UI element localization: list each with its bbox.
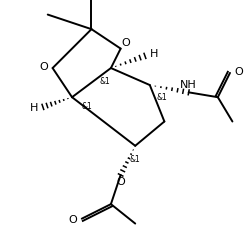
Text: O: O: [40, 62, 48, 72]
Text: O: O: [116, 177, 124, 187]
Text: H: H: [29, 103, 38, 113]
Text: &1: &1: [99, 77, 110, 86]
Text: &1: &1: [81, 102, 92, 112]
Text: H: H: [150, 49, 158, 59]
Text: &1: &1: [156, 93, 167, 102]
Text: &1: &1: [129, 155, 140, 164]
Text: NH: NH: [180, 80, 196, 90]
Text: O: O: [121, 37, 129, 48]
Text: O: O: [68, 215, 76, 225]
Text: O: O: [234, 67, 243, 77]
